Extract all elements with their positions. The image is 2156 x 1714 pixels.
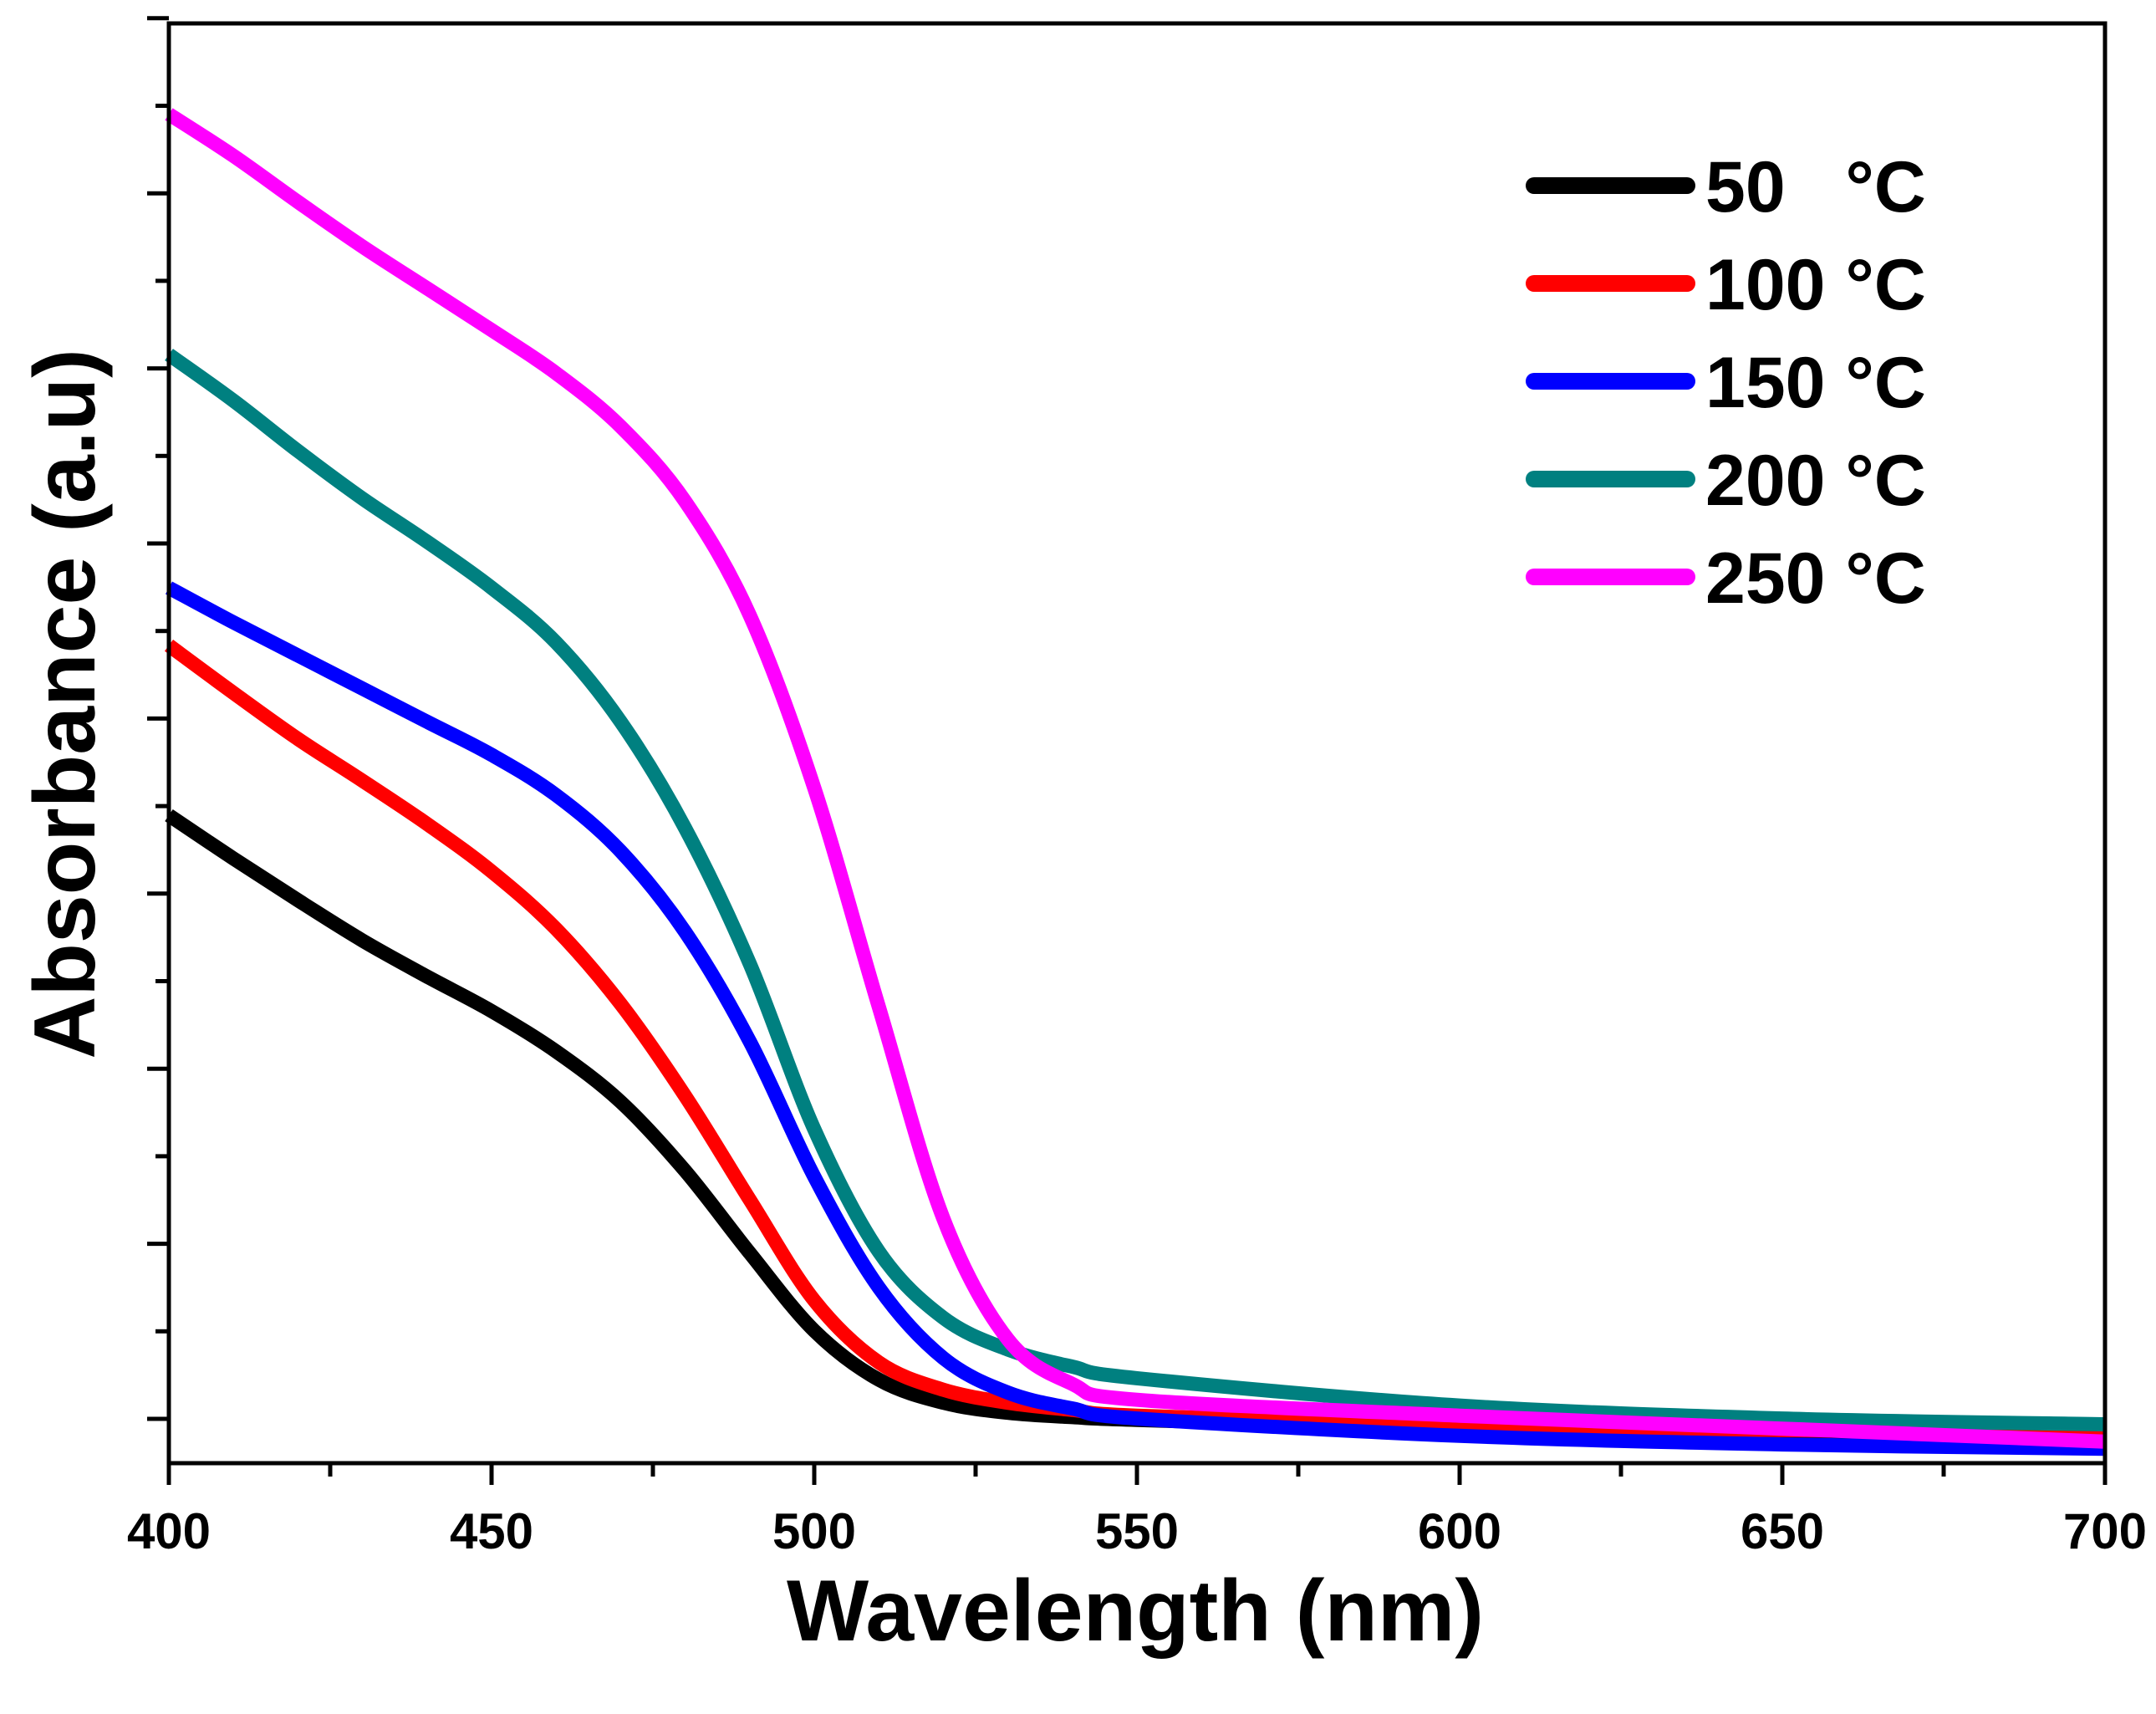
x-axis-ticks: 400 450 500 550 600 650 700 <box>127 1463 2147 1559</box>
series-line-50 <box>165 809 2106 1442</box>
y-axis-ticks <box>147 16 169 1421</box>
legend-label-250: 250 °C <box>1705 538 1926 619</box>
legend-label-50: 50 °C <box>1705 147 1926 227</box>
x-tick-label: 550 <box>1095 1503 1179 1559</box>
legend-label-150: 150 °C <box>1705 343 1926 423</box>
series-line-200 <box>165 349 2106 1431</box>
x-axis-title: Wavelength (nm) <box>787 1563 1484 1660</box>
series-line-100 <box>164 640 2106 1441</box>
legend-label-100: 100 °C <box>1705 245 1926 325</box>
x-tick-label: 600 <box>1418 1503 1501 1559</box>
x-tick-label: 500 <box>772 1503 856 1559</box>
x-tick-label: 700 <box>2063 1503 2147 1559</box>
x-tick-label: 400 <box>127 1503 211 1559</box>
legend: 50 °C 100 °C 150 °C 200 °C 250 °C <box>1526 147 1926 619</box>
y-axis-title: Absorbance (a.u) <box>17 349 114 1058</box>
series-line-150 <box>165 581 2106 1456</box>
x-tick-label: 650 <box>1741 1503 1824 1559</box>
x-tick-label: 450 <box>450 1503 533 1559</box>
series-line-250 <box>165 108 2106 1449</box>
series-lines <box>164 108 2106 1456</box>
legend-label-200: 200 °C <box>1705 441 1926 521</box>
